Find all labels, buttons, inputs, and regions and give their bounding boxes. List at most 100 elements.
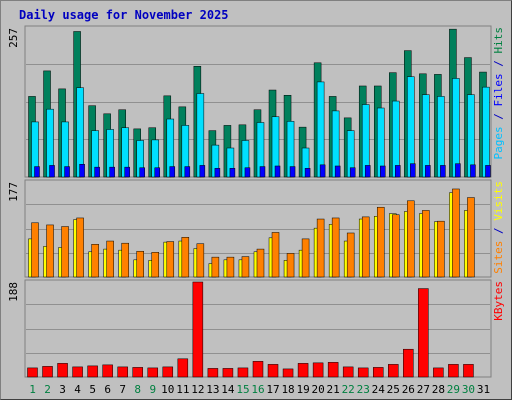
bar-pages-27 (425, 165, 431, 178)
bar-kbytes-3 (57, 363, 68, 378)
x-tick-label-12: 12 (191, 383, 204, 396)
bar-sites-25 (392, 214, 400, 278)
legend-hits-part-4: Hits (492, 27, 505, 54)
bar-pages-1 (34, 166, 40, 178)
bar-kbytes-7 (117, 366, 128, 378)
chart-title: Daily usage for November 2025 (19, 8, 229, 22)
bar-kbytes-10 (162, 366, 174, 378)
bar-sites-29 (452, 188, 460, 278)
x-tick-label-9: 9 (149, 383, 156, 396)
bar-sites-24 (376, 206, 385, 278)
x-tick-label-10: 10 (161, 383, 174, 396)
bar-kbytes-20 (312, 362, 324, 378)
bar-kbytes-6 (102, 364, 113, 378)
bar-kbytes-14 (222, 368, 234, 378)
bar-sites-9 (151, 252, 160, 278)
bar-kbytes-29 (448, 364, 459, 378)
x-tick-label-15: 15 (236, 383, 249, 396)
bar-sites-23 (361, 216, 370, 278)
x-tick-label-25: 25 (387, 383, 400, 396)
bar-kbytes-18 (282, 368, 294, 378)
bar-kbytes-1 (27, 367, 38, 378)
bar-sites-4 (76, 217, 84, 278)
bar-files-28 (437, 96, 445, 178)
x-tick-label-22: 22 (342, 383, 355, 396)
bar-kbytes-11 (177, 358, 189, 378)
bar-sites-16 (256, 248, 265, 278)
legend-hits-part-0: Pages (492, 126, 505, 159)
bar-kbytes-22 (342, 366, 354, 378)
bar-sites-22 (346, 232, 355, 278)
bar-pages-30 (470, 164, 476, 178)
bar-sites-8 (136, 250, 144, 278)
bar-sites-19 (301, 238, 310, 278)
bar-kbytes-27 (418, 288, 429, 378)
legend-kbytes-part-0: KBytes (492, 281, 505, 321)
x-tick-label-24: 24 (372, 383, 386, 396)
ymax-label-hits: 257 (7, 28, 20, 48)
bar-kbytes-15 (237, 367, 249, 378)
bar-pages-29 (455, 163, 461, 178)
x-tick-label-26: 26 (402, 383, 415, 396)
bar-sites-1 (31, 222, 39, 278)
bar-pages-21 (334, 165, 341, 178)
bar-files-26 (407, 76, 415, 178)
bar-kbytes-21 (327, 362, 339, 378)
bar-files-20 (316, 81, 325, 178)
bar-sites-15 (241, 256, 250, 278)
x-tick-label-31: 31 (477, 383, 490, 396)
bar-sites-3 (61, 226, 69, 278)
bar-pages-26 (410, 163, 416, 178)
bar-pages-7 (124, 166, 130, 178)
bar-files-12 (196, 93, 205, 178)
bar-sites-26 (407, 200, 415, 278)
bar-kbytes-28 (433, 367, 444, 378)
bar-kbytes-25 (388, 364, 399, 378)
bar-kbytes-16 (252, 361, 264, 378)
bar-kbytes-19 (297, 363, 309, 378)
bar-pages-10 (169, 166, 176, 178)
legend-kbytes: KBytes (492, 281, 505, 321)
bar-sites-12 (196, 243, 205, 278)
x-tick-label-23: 23 (357, 383, 370, 396)
x-tick-label-19: 19 (296, 383, 309, 396)
x-tick-label-13: 13 (206, 383, 219, 396)
x-tick-label-17: 17 (266, 383, 279, 396)
x-tick-label-1: 1 (29, 383, 36, 396)
bar-pages-11 (184, 166, 191, 178)
legend-hits-part-2: Files (492, 73, 505, 106)
ymax-label-kbytes: 188 (7, 282, 20, 302)
bar-sites-20 (316, 218, 325, 278)
x-tick-label-7: 7 (119, 383, 126, 396)
legend-hits-part-3: / (492, 54, 505, 74)
x-tick-label-5: 5 (89, 383, 96, 396)
bar-sites-18 (286, 253, 295, 278)
bar-sites-6 (106, 240, 114, 278)
bar-kbytes-4 (72, 366, 83, 378)
ymax-label-visits: 177 (7, 182, 20, 202)
legend-visits-part-1: / (492, 221, 505, 241)
bar-kbytes-13 (207, 368, 219, 378)
legend-visits-part-0: Sites (492, 241, 505, 274)
bar-sites-17 (271, 232, 280, 278)
bar-kbytes-8 (132, 367, 143, 378)
legend-hits-part-1: / (492, 107, 505, 127)
legend-visits-part-2: Visits (492, 181, 505, 221)
bar-kbytes-5 (87, 365, 98, 378)
bar-pages-14 (229, 168, 236, 178)
bar-pages-5 (94, 166, 100, 178)
bar-sites-30 (467, 197, 475, 278)
bar-files-4 (76, 87, 84, 178)
bar-sites-5 (91, 244, 99, 278)
bar-pages-25 (395, 165, 401, 178)
bar-sites-7 (121, 242, 129, 278)
bar-pages-18 (289, 166, 296, 178)
bar-files-27 (422, 94, 430, 178)
x-tick-label-3: 3 (59, 383, 66, 396)
x-tick-label-27: 27 (417, 383, 430, 396)
bar-pages-15 (244, 167, 251, 178)
bar-files-29 (452, 78, 460, 178)
bar-sites-28 (437, 220, 445, 278)
bar-pages-19 (304, 168, 311, 178)
